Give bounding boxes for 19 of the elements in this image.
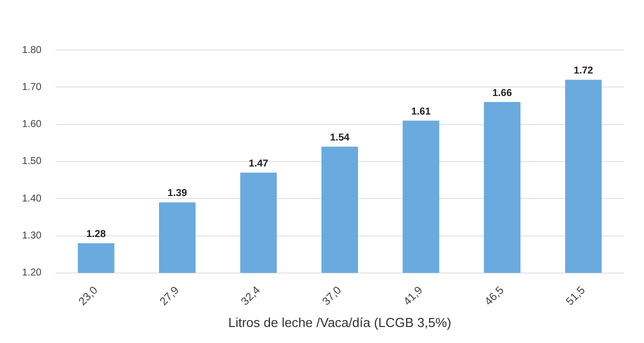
y-tick-label: 1.60 [22,119,42,130]
y-tick-label: 1.20 [22,268,42,279]
x-tick-label: 37,0 [320,284,344,308]
data-label: 1.54 [330,132,350,144]
y-tick-label: 1.80 [22,44,42,56]
y-tick-label: 1.40 [22,193,42,204]
x-tick-label: 32,4 [239,284,263,308]
y-tick-label: 1.30 [22,230,42,242]
data-label: 1.61 [411,106,432,118]
data-label: 1.39 [168,188,188,200]
y-tick-label: 1.70 [22,82,42,93]
data-label: 1.28 [86,228,106,240]
data-label: 1.47 [248,158,269,170]
y-tick-label: 1.50 [22,156,42,168]
x-tick-label: 41,9 [402,284,426,308]
x-axis-title: Litros de leche /Vaca/día (LCGB 3,5%) [228,314,452,330]
x-tick-label: 46,5 [482,284,506,308]
data-label: 1.72 [574,65,594,76]
data-label: 1.66 [492,88,512,99]
